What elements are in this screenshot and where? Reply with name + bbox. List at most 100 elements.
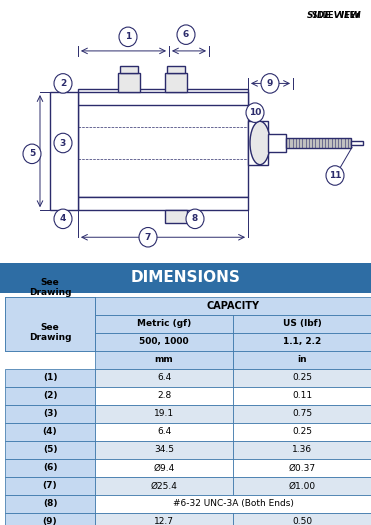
Text: 2.8: 2.8 xyxy=(157,391,171,400)
Ellipse shape xyxy=(250,121,270,165)
Bar xyxy=(95,387,233,405)
Bar xyxy=(286,138,351,149)
Bar xyxy=(95,297,371,314)
Text: 1: 1 xyxy=(125,33,131,41)
Bar xyxy=(233,441,371,459)
Bar xyxy=(0,262,371,292)
Text: 4: 4 xyxy=(60,214,66,223)
Bar xyxy=(167,66,185,72)
Text: 7: 7 xyxy=(145,233,151,242)
Text: 8: 8 xyxy=(192,214,198,223)
Text: 19.1: 19.1 xyxy=(154,410,174,418)
Text: 6.4: 6.4 xyxy=(157,427,171,436)
Text: 0.50: 0.50 xyxy=(292,518,312,525)
Text: SIDE VIEW: SIDE VIEW xyxy=(307,11,360,20)
Bar xyxy=(5,459,95,477)
Text: (5): (5) xyxy=(43,445,57,454)
Text: mm: mm xyxy=(155,355,173,364)
Circle shape xyxy=(186,209,204,228)
Text: 5: 5 xyxy=(29,149,35,159)
Circle shape xyxy=(139,227,157,247)
Text: CAPACITY: CAPACITY xyxy=(207,301,259,311)
Text: 0.75: 0.75 xyxy=(292,410,312,418)
Bar xyxy=(95,477,233,495)
Bar xyxy=(233,369,371,387)
Bar xyxy=(78,197,248,210)
Bar xyxy=(95,423,233,441)
Text: 9: 9 xyxy=(267,79,273,88)
Bar xyxy=(351,141,363,145)
Circle shape xyxy=(54,133,72,153)
Bar xyxy=(165,72,187,92)
Bar xyxy=(95,513,233,525)
Text: 12.7: 12.7 xyxy=(154,518,174,525)
Circle shape xyxy=(246,103,264,122)
Text: See
Drawing: See Drawing xyxy=(29,323,71,342)
Text: 0.25: 0.25 xyxy=(292,373,312,382)
Bar xyxy=(248,121,268,165)
Text: (3): (3) xyxy=(43,410,57,418)
Bar xyxy=(233,513,371,525)
Text: SIDE VIEW: SIDE VIEW xyxy=(312,11,360,20)
Bar xyxy=(95,405,233,423)
Circle shape xyxy=(326,166,344,185)
Bar xyxy=(95,495,371,513)
Text: Metric (gf): Metric (gf) xyxy=(137,319,191,328)
Circle shape xyxy=(54,209,72,228)
Text: (6): (6) xyxy=(43,464,57,472)
Bar xyxy=(233,351,371,369)
Bar xyxy=(233,314,371,333)
Text: 0.25: 0.25 xyxy=(292,427,312,436)
Bar xyxy=(95,441,233,459)
Bar xyxy=(268,134,286,152)
Text: (7): (7) xyxy=(43,481,57,490)
Bar xyxy=(233,477,371,495)
Circle shape xyxy=(177,25,195,45)
Text: 11: 11 xyxy=(329,171,341,180)
Text: Ø0.37: Ø0.37 xyxy=(288,464,316,472)
Text: (4): (4) xyxy=(43,427,57,436)
Bar xyxy=(5,477,95,495)
Bar xyxy=(165,210,187,223)
Text: #6-32 UNC-3A (Both Ends): #6-32 UNC-3A (Both Ends) xyxy=(173,499,293,508)
Text: (9): (9) xyxy=(43,518,57,525)
Circle shape xyxy=(23,144,41,164)
Text: 6.4: 6.4 xyxy=(157,373,171,382)
Bar xyxy=(5,314,95,351)
Circle shape xyxy=(54,74,72,93)
Bar xyxy=(78,89,248,197)
Circle shape xyxy=(261,74,279,93)
Bar xyxy=(233,387,371,405)
Bar xyxy=(118,72,140,92)
Text: Ø1.00: Ø1.00 xyxy=(288,481,316,490)
Bar xyxy=(5,441,95,459)
Bar xyxy=(5,369,95,387)
Bar xyxy=(233,459,371,477)
Text: in: in xyxy=(297,355,307,364)
Text: 1.36: 1.36 xyxy=(292,445,312,454)
Text: Ø9.4: Ø9.4 xyxy=(153,464,175,472)
Text: 10: 10 xyxy=(249,108,261,117)
Bar xyxy=(5,513,95,525)
Bar xyxy=(120,66,138,72)
Text: (2): (2) xyxy=(43,391,57,400)
Bar xyxy=(95,459,233,477)
Bar xyxy=(95,351,233,369)
Text: 2: 2 xyxy=(60,79,66,88)
Text: 1.1, 2.2: 1.1, 2.2 xyxy=(283,337,321,346)
Bar xyxy=(5,405,95,423)
Text: 34.5: 34.5 xyxy=(154,445,174,454)
Bar xyxy=(78,92,248,105)
Bar xyxy=(233,333,371,351)
Circle shape xyxy=(119,27,137,47)
Bar xyxy=(5,387,95,405)
Text: See
Drawing: See Drawing xyxy=(29,278,71,297)
Bar xyxy=(233,423,371,441)
Bar xyxy=(95,333,233,351)
Bar xyxy=(5,495,95,513)
Text: DIMENSIONS: DIMENSIONS xyxy=(131,270,240,285)
Bar xyxy=(5,423,95,441)
Bar xyxy=(5,297,95,314)
Bar xyxy=(95,369,233,387)
Text: 500, 1000: 500, 1000 xyxy=(139,337,189,346)
